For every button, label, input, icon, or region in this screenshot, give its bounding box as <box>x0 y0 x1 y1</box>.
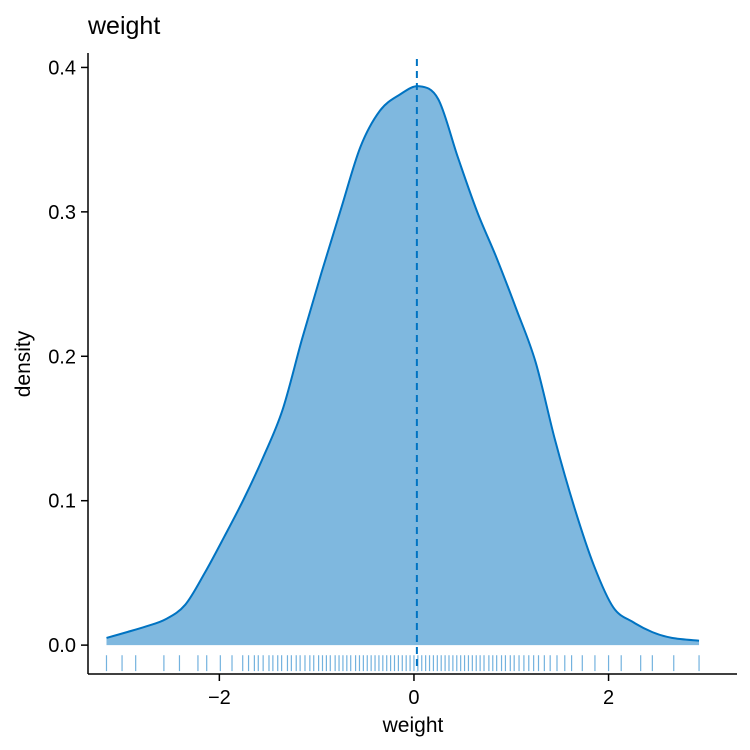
x-axis-label: weight <box>382 714 444 737</box>
y-tick-label: 0.1 <box>48 491 76 513</box>
y-tick-label: 0.2 <box>48 346 76 368</box>
x-tick-label: 2 <box>603 687 614 709</box>
y-tick-label: 0.0 <box>48 635 76 657</box>
rug-marks <box>105 655 700 672</box>
plot-area <box>105 59 700 672</box>
y-axis-ticks: 0.0 0.1 0.2 0.3 0.4 <box>48 57 88 657</box>
x-tick-label: 0 <box>408 687 419 709</box>
chart-title: weight <box>87 12 160 40</box>
x-tick-label: −2 <box>208 687 231 709</box>
x-axis-ticks: −2 0 2 <box>208 674 614 709</box>
y-tick-label: 0.3 <box>48 202 76 224</box>
y-axis-label: density <box>12 330 35 397</box>
y-tick-label: 0.4 <box>48 57 76 79</box>
density-curve <box>106 85 700 642</box>
density-area <box>106 86 700 646</box>
